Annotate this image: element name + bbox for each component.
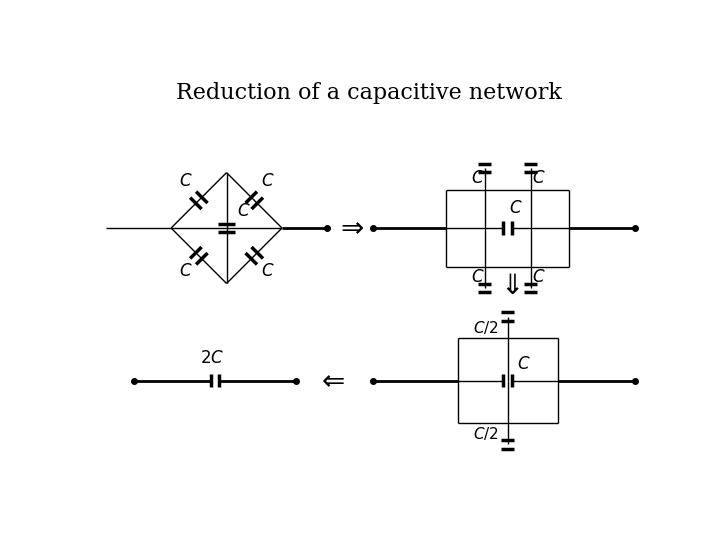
Text: $C$: $C$	[238, 204, 251, 220]
Text: $\Leftarrow$: $\Leftarrow$	[316, 367, 345, 394]
Text: $C$: $C$	[532, 170, 546, 187]
Text: $2C$: $2C$	[200, 350, 224, 367]
Text: $C/2$: $C/2$	[473, 319, 498, 336]
Text: $C$: $C$	[261, 264, 274, 280]
Text: Reduction of a capacitive network: Reduction of a capacitive network	[176, 82, 562, 104]
Text: $C/2$: $C/2$	[473, 425, 498, 442]
Text: $C$: $C$	[471, 170, 485, 187]
Text: $C$: $C$	[509, 200, 523, 217]
Text: $C$: $C$	[517, 356, 531, 373]
Text: $C$: $C$	[179, 264, 192, 280]
Text: $\Rightarrow$: $\Rightarrow$	[335, 214, 364, 241]
Text: $C$: $C$	[471, 269, 485, 286]
Text: $C$: $C$	[179, 173, 192, 190]
Text: $\Downarrow$: $\Downarrow$	[495, 273, 520, 300]
Text: $C$: $C$	[532, 269, 546, 286]
Text: $C$: $C$	[261, 173, 274, 190]
